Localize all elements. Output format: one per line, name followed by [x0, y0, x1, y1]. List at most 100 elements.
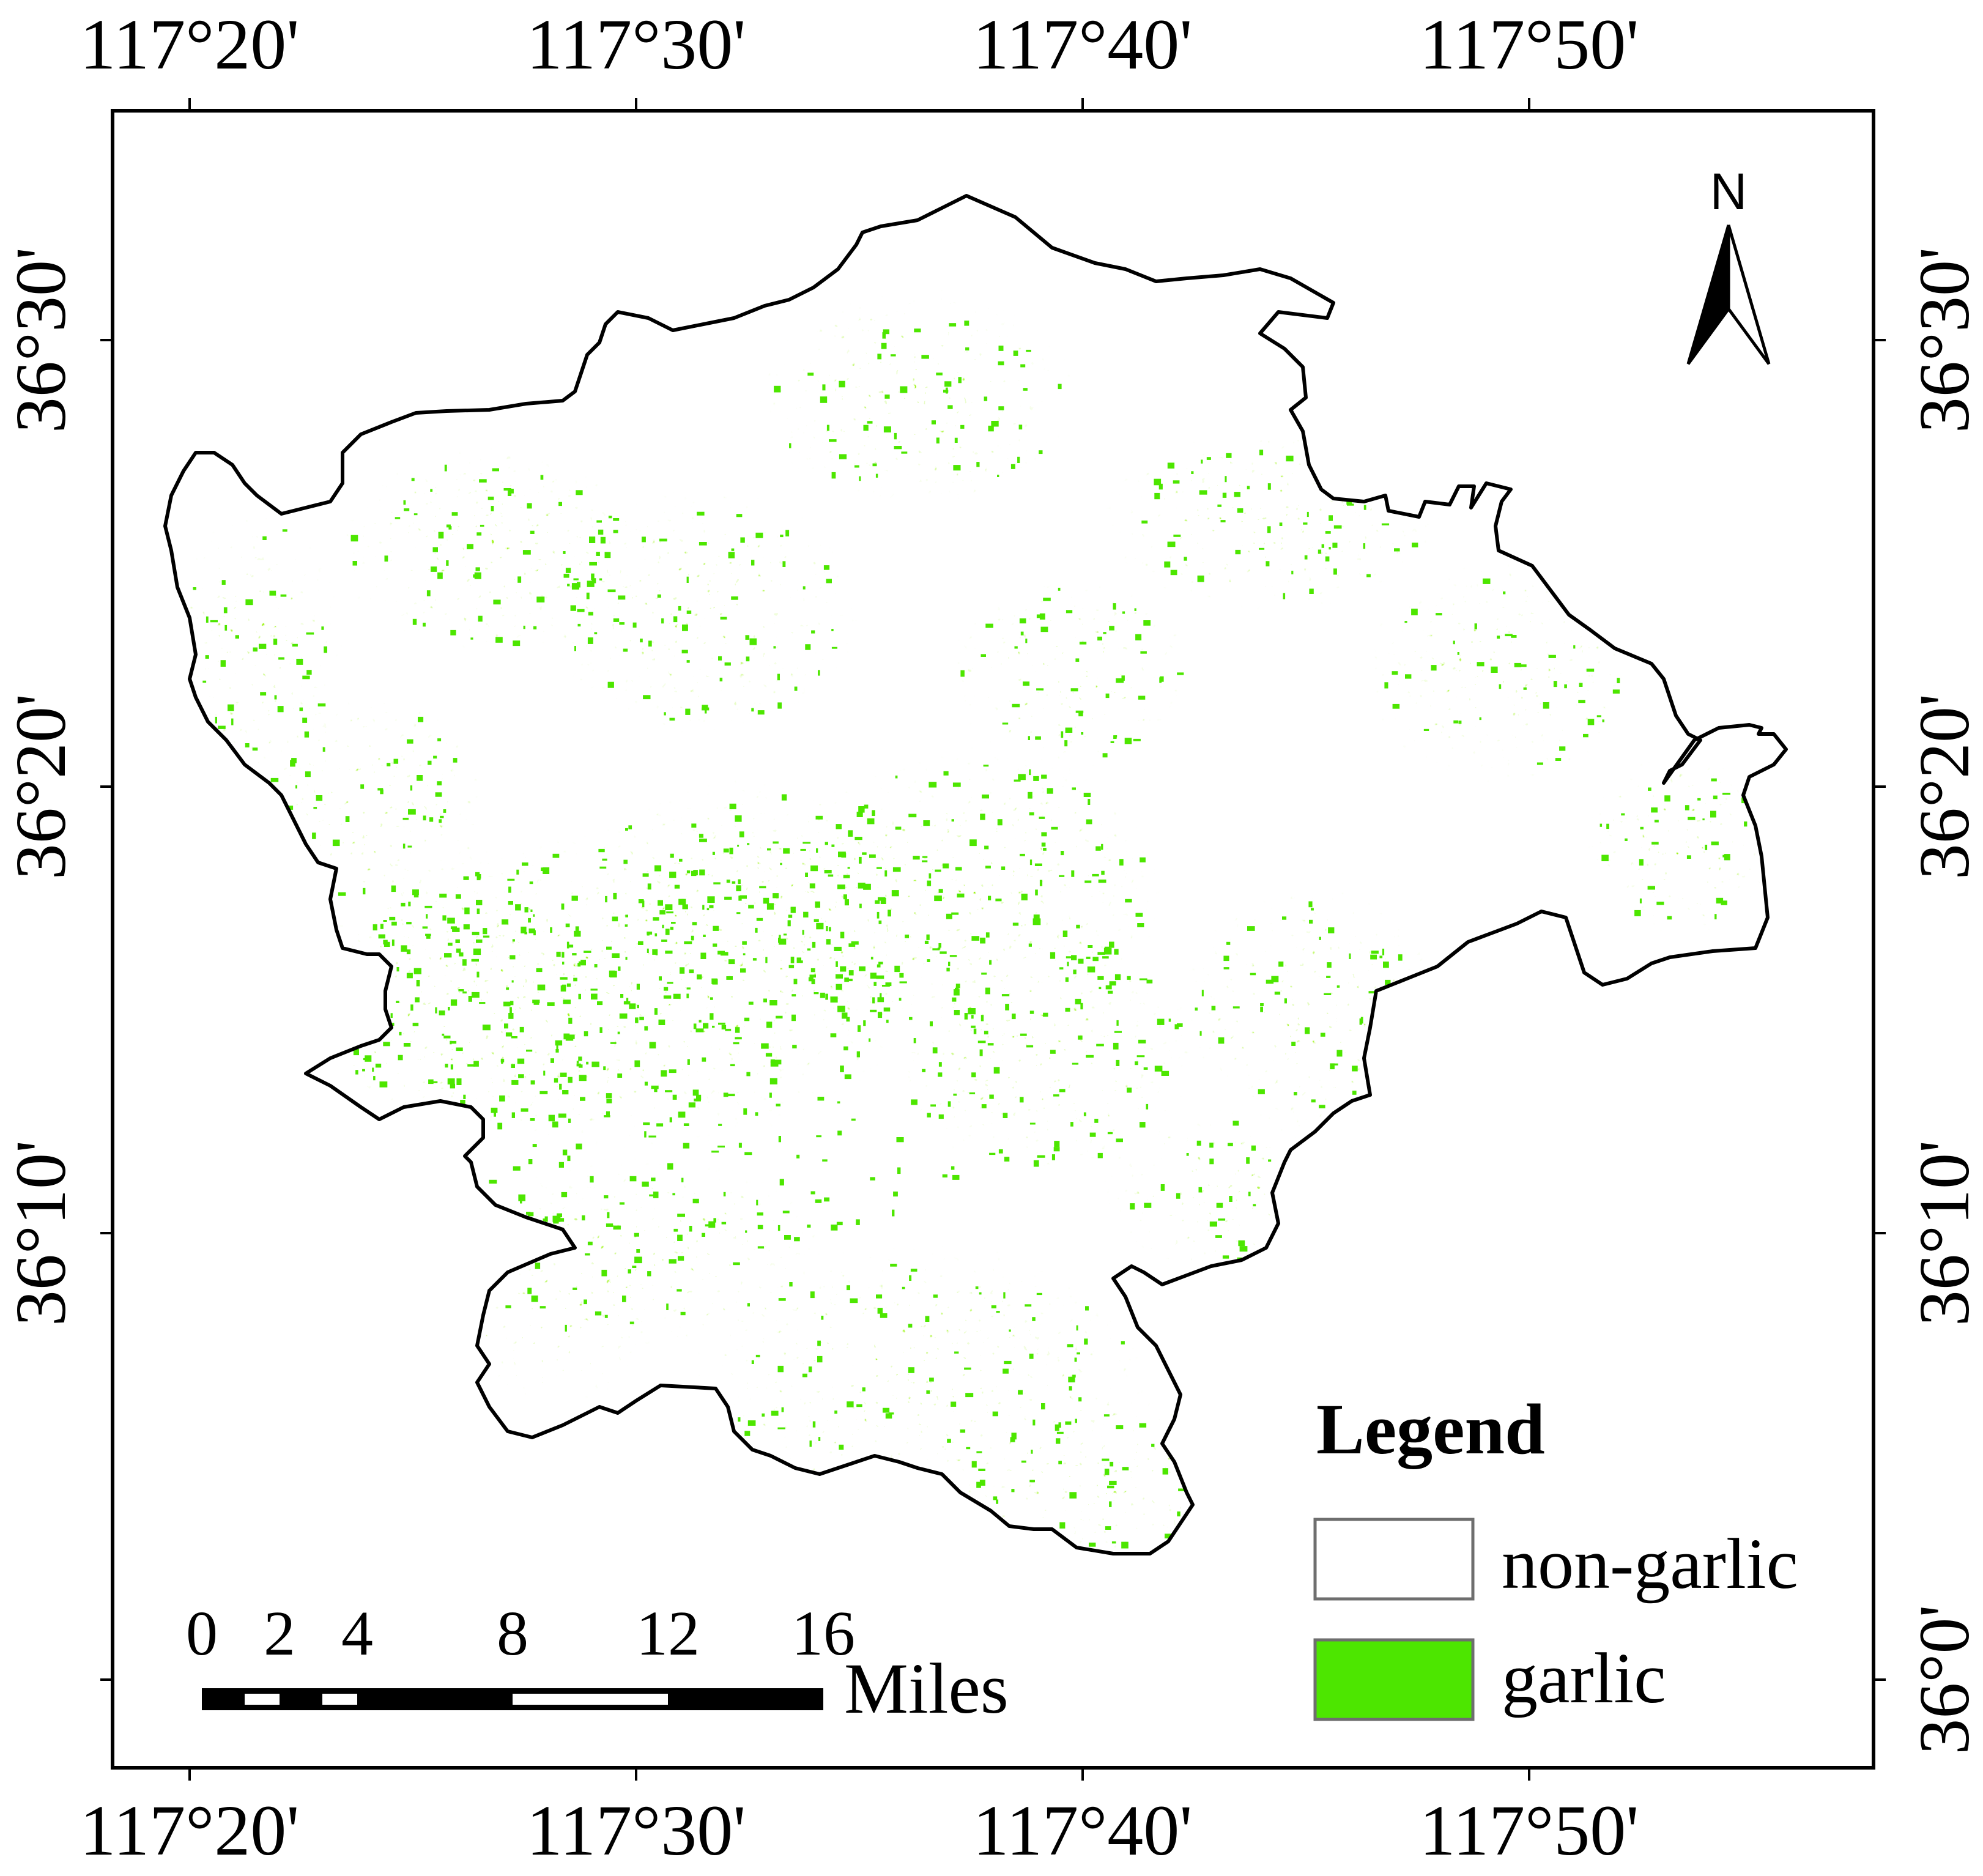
garlic-patch	[253, 647, 258, 652]
garlic-patch	[332, 957, 339, 962]
garlic-patch	[909, 1017, 913, 1020]
garlic-patch	[696, 1094, 702, 1100]
garlic-patch	[800, 848, 806, 851]
garlic-patch	[955, 867, 962, 871]
garlic-patch	[321, 626, 324, 630]
garlic-patch	[769, 1078, 777, 1084]
garlic-patch	[1313, 465, 1316, 470]
garlic-patch	[839, 454, 847, 459]
garlic-patch	[277, 706, 284, 713]
garlic-patch	[1029, 1122, 1036, 1125]
garlic-patch	[558, 1162, 564, 1168]
garlic-patch	[971, 1072, 976, 1078]
garlic-patch	[752, 958, 757, 961]
garlic-patch	[620, 994, 624, 998]
garlic-patch	[1297, 1153, 1303, 1160]
garlic-patch	[666, 911, 673, 914]
garlic-patch	[661, 940, 667, 942]
garlic-patch	[723, 1092, 728, 1097]
garlic-patch	[1023, 681, 1030, 686]
garlic-patch	[1065, 977, 1069, 982]
garlic-patch	[1089, 1542, 1096, 1547]
garlic-patch	[877, 1308, 883, 1314]
garlic-patch	[1559, 746, 1566, 751]
garlic-patch	[960, 670, 965, 677]
garlic-patch	[791, 1014, 796, 1021]
garlic-patch	[609, 970, 615, 977]
garlic-patch	[618, 966, 621, 971]
garlic-patch	[1010, 1437, 1015, 1442]
garlic-patch	[1136, 1055, 1145, 1058]
garlic-patch	[610, 1042, 617, 1044]
garlic-patch	[987, 1043, 994, 1046]
garlic-patch	[508, 1013, 514, 1019]
garlic-patch	[982, 794, 989, 799]
garlic-patch	[464, 907, 470, 914]
garlic-patch	[695, 1028, 704, 1033]
garlic-patch	[1308, 901, 1313, 908]
garlic-patch	[480, 524, 484, 527]
garlic-patch	[711, 978, 717, 984]
garlic-patch	[317, 703, 326, 706]
garlic-patch	[1268, 1159, 1272, 1162]
garlic-patch	[569, 1034, 575, 1039]
garlic-patch	[1047, 788, 1053, 794]
garlic-patch	[245, 599, 253, 606]
garlic-patch	[802, 842, 811, 844]
garlic-patch	[576, 1143, 582, 1150]
garlic-patch	[391, 921, 397, 926]
garlic-patch	[687, 1059, 690, 1065]
garlic-patch	[682, 904, 688, 910]
garlic-patch	[406, 922, 412, 925]
garlic-patch	[475, 872, 480, 877]
garlic-patch	[922, 860, 928, 862]
garlic-patch	[922, 1497, 930, 1500]
garlic-patch	[964, 1367, 971, 1370]
garlic-patch	[391, 885, 396, 892]
garlic-patch	[1307, 511, 1309, 517]
garlic-patch	[1064, 740, 1068, 747]
garlic-patch	[1109, 1501, 1112, 1507]
garlic-patch	[774, 385, 781, 393]
garlic-patch	[669, 872, 676, 878]
garlic-patch	[732, 881, 736, 884]
garlic-patch	[406, 949, 411, 955]
garlic-patch	[1371, 951, 1379, 954]
garlic-patch	[807, 373, 814, 376]
garlic-patch	[1523, 687, 1527, 690]
garlic-patch	[560, 1072, 567, 1077]
scale-tick-label: 12	[636, 1598, 700, 1669]
garlic-patch	[1191, 471, 1194, 474]
garlic-patch	[1058, 1461, 1062, 1464]
garlic-patch	[430, 489, 433, 492]
garlic-patch	[295, 785, 297, 789]
garlic-patch	[783, 848, 790, 854]
garlic-patch	[659, 976, 662, 981]
garlic-patch	[644, 1081, 648, 1086]
garlic-patch	[1003, 1292, 1006, 1299]
garlic-patch	[589, 562, 597, 566]
garlic-patch	[1013, 350, 1018, 356]
garlic-patch	[589, 536, 596, 543]
garlic-patch	[1404, 621, 1407, 623]
garlic-patch	[779, 1179, 784, 1186]
garlic-patch	[700, 952, 706, 959]
garlic-patch	[720, 617, 727, 620]
garlic-patch	[702, 1233, 705, 1237]
garlic-patch	[573, 977, 577, 982]
garlic-patch	[540, 475, 544, 480]
garlic-patch	[1127, 976, 1131, 980]
garlic-patch	[969, 839, 977, 847]
garlic-patch	[613, 530, 618, 533]
garlic-patch	[562, 1149, 568, 1155]
garlic-patch	[1206, 457, 1211, 460]
garlic-patch	[1382, 948, 1385, 955]
garlic-patch	[533, 1002, 539, 1005]
garlic-patch	[1664, 795, 1670, 802]
garlic-patch	[885, 1413, 892, 1419]
garlic-patch	[548, 1114, 555, 1122]
garlic-patch	[1573, 645, 1576, 649]
garlic-patch	[729, 803, 736, 809]
garlic-patch	[828, 927, 831, 932]
garlic-patch	[644, 1026, 648, 1031]
